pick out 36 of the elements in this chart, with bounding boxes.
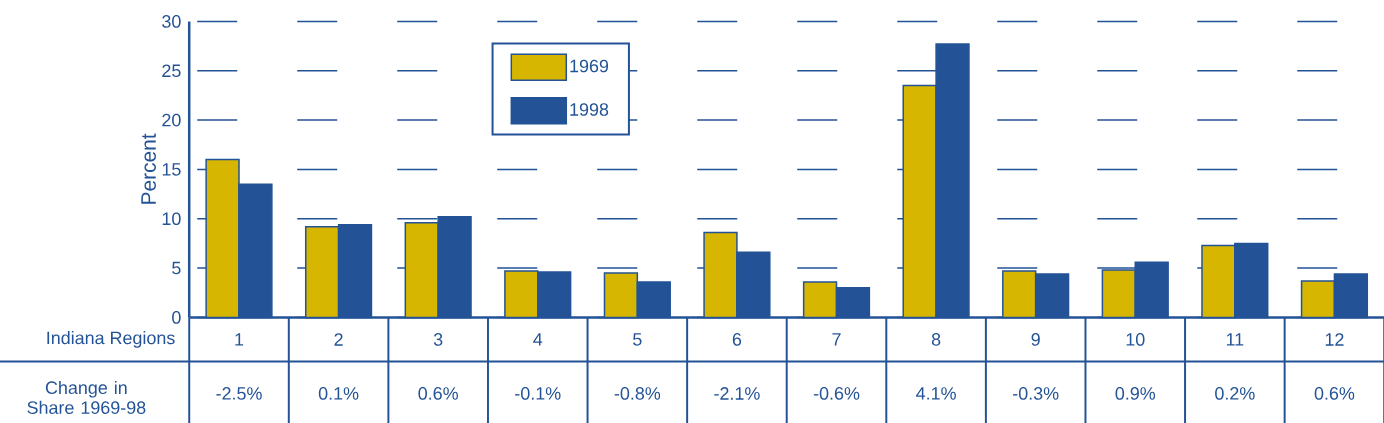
text: -0.6% <box>813 387 860 400</box>
x-tick-label: 7 <box>832 333 841 346</box>
y-tick-label: 15 <box>162 163 181 176</box>
text: -0.8% <box>614 387 661 400</box>
y-tick-label: 0 <box>172 311 181 324</box>
y-tick-label: 10 <box>162 212 181 226</box>
text: 0.1% <box>318 387 359 400</box>
text: -2.1% <box>714 387 760 400</box>
x-tick-label: 2 <box>334 333 343 346</box>
y-tick-label: 25 <box>162 64 181 78</box>
text: -2.5% <box>216 387 262 400</box>
x-tick-label: 3 <box>433 333 443 346</box>
y-axis-title: Percent <box>141 133 156 204</box>
text: 4.1% <box>916 387 956 400</box>
y-tick-label: 5 <box>172 261 181 275</box>
x-tick-label: 4 <box>533 333 543 346</box>
text: -0.1% <box>515 387 561 400</box>
y-tick-label: 20 <box>162 113 181 127</box>
x-tick-label: 8 <box>931 333 941 346</box>
text: -0.3% <box>1013 387 1059 400</box>
x-tick-label: 10 <box>1126 333 1145 346</box>
x-tick-label: 1 <box>235 333 244 346</box>
x-tick-label: 11 <box>1226 333 1244 346</box>
y-tick-label: 30 <box>162 15 181 28</box>
x-tick-label: 5 <box>633 333 642 346</box>
x-tick-label: 6 <box>732 333 742 346</box>
text: 0.6% <box>418 387 458 400</box>
x-axis-title: Indiana Regions <box>47 331 175 348</box>
text: Change in Share 1969-98 <box>27 380 146 414</box>
legend-label: 1998 <box>570 103 609 116</box>
legend-label: 1969 <box>570 59 609 73</box>
text: 0.6% <box>1314 387 1355 400</box>
x-tick-label: 12 <box>1325 333 1344 346</box>
text: 0.2% <box>1215 387 1255 400</box>
text: 0.9% <box>1115 387 1156 400</box>
x-tick-label: 9 <box>1031 333 1040 346</box>
